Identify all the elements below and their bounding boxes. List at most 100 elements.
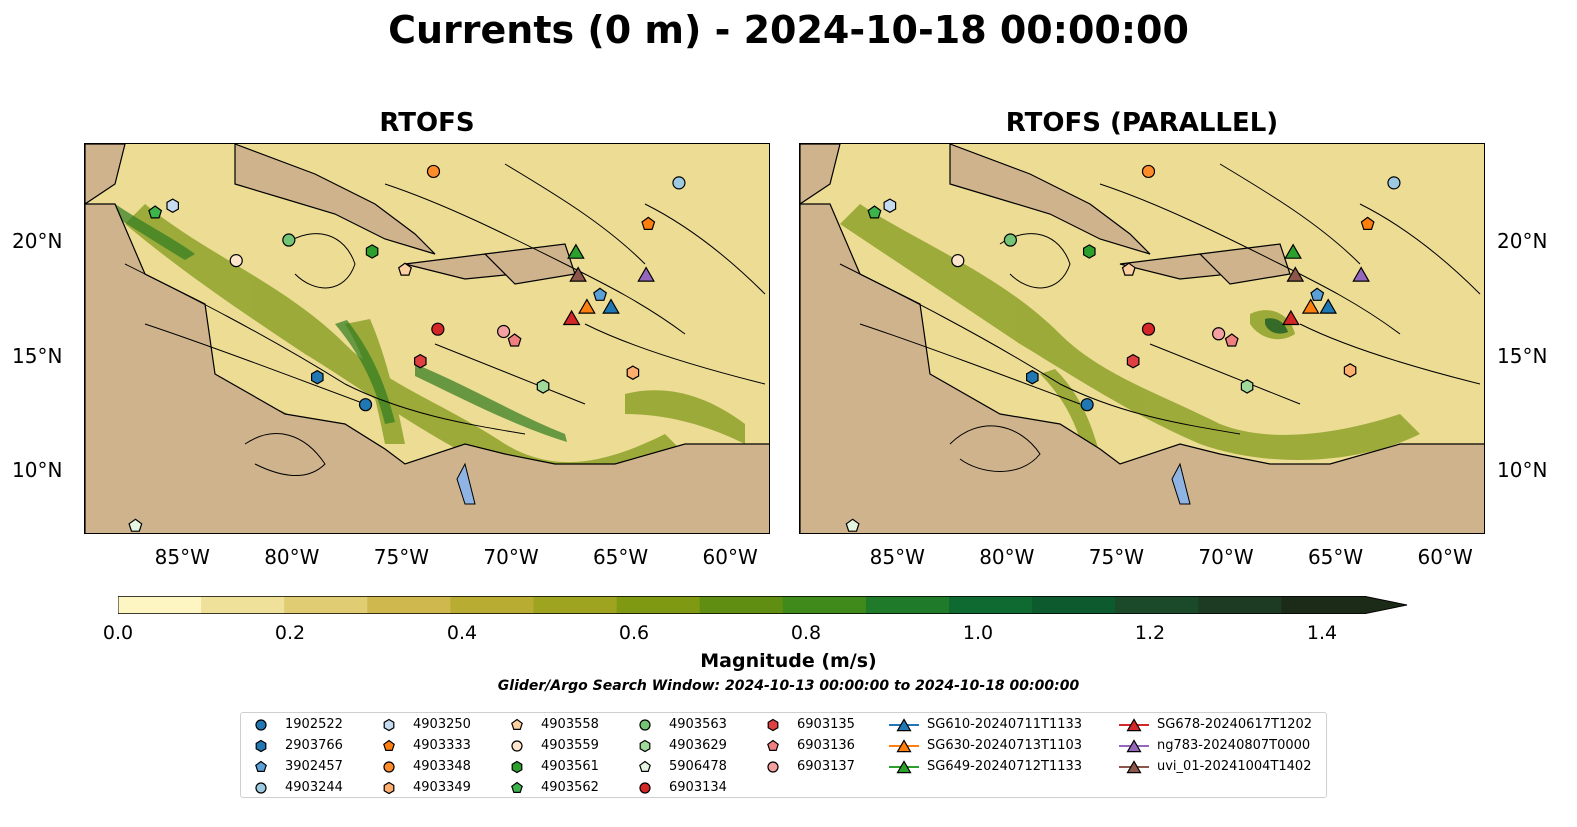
lon-tick-label: 65°W	[1307, 545, 1364, 569]
legend-marker	[767, 739, 779, 751]
platform-marker-4903348[interactable]	[1141, 164, 1156, 179]
legend-marker	[511, 760, 523, 774]
platform-marker-4903244[interactable]	[672, 176, 686, 190]
platform-marker-4903562[interactable]	[148, 205, 163, 219]
platform-marker-5906478[interactable]	[128, 518, 143, 532]
colorbar-segment	[118, 596, 202, 614]
legend-marker	[511, 781, 523, 793]
platform-marker-6903135[interactable]	[414, 353, 427, 369]
legend-marker	[767, 761, 779, 773]
platform-marker-3902457[interactable]	[1310, 287, 1325, 301]
platform-marker-SG649-20240712T1133[interactable]	[567, 243, 585, 259]
legend-marker	[383, 739, 395, 751]
platform-marker-6903135[interactable]	[1126, 353, 1140, 369]
current-strong-core	[111, 204, 567, 442]
platform-marker-6903136[interactable]	[507, 333, 522, 347]
legend-marker	[383, 761, 395, 773]
colorbar-segment	[367, 596, 451, 614]
legend-marker	[1119, 739, 1149, 753]
map-panel-rtofs[interactable]	[84, 143, 770, 534]
platform-marker-SG610-20240711T1133[interactable]	[1319, 298, 1338, 314]
platform-marker-4903563[interactable]	[1003, 233, 1018, 247]
platform-marker-4903250[interactable]	[166, 198, 180, 213]
platform-marker-SG678-20240617T1202[interactable]	[562, 309, 581, 326]
colorbar-segment	[1198, 596, 1282, 614]
legend-marker	[1119, 760, 1149, 774]
streamlines	[839, 163, 1481, 472]
land	[800, 144, 1484, 533]
streamlines	[124, 163, 766, 477]
lon-tick-label: 85°W	[154, 545, 210, 569]
platform-marker-4903244[interactable]	[1387, 176, 1401, 190]
platform-marker-6903134[interactable]	[431, 322, 445, 336]
legend-marker	[383, 718, 395, 732]
platform-marker-ng783-20240807T0000[interactable]	[1352, 266, 1370, 282]
platform-marker-4903250[interactable]	[883, 198, 897, 213]
platform-marker-SG610-20240711T1133[interactable]	[602, 298, 620, 314]
legend-marker	[889, 718, 919, 732]
platform-marker-4903348[interactable]	[426, 164, 441, 179]
platform-marker-4903559[interactable]	[951, 254, 965, 268]
legend-marker	[1119, 718, 1149, 732]
platform-marker-1902522[interactable]	[1080, 398, 1094, 412]
colorbar-segment	[699, 596, 784, 614]
platform-marker-SG630-20240713T1103[interactable]	[578, 298, 596, 314]
platform-marker-4903349[interactable]	[626, 365, 640, 380]
search-window-text: Glider/Argo Search Window: 2024-10-13 00…	[497, 678, 1080, 694]
legend-marker	[767, 718, 779, 732]
platform-marker-4903562[interactable]	[867, 205, 882, 219]
platform-marker-4903558[interactable]	[1121, 262, 1136, 276]
legend-marker	[255, 719, 267, 731]
lon-tick-label: 60°W	[702, 545, 758, 569]
panel-title-rtofs: RTOFS	[379, 108, 475, 138]
lon-tick-label: 75°W	[373, 545, 430, 569]
platform-marker-2903766[interactable]	[311, 369, 324, 385]
legend-marker	[889, 739, 919, 753]
lon-tick-label: 60°W	[1417, 545, 1473, 569]
platform-marker-4903563[interactable]	[282, 233, 296, 247]
colorbar-segment	[284, 596, 368, 614]
platform-marker-4903558[interactable]	[397, 262, 413, 276]
legend-marker	[889, 760, 919, 774]
platform-marker-SG630-20240713T1103[interactable]	[1301, 298, 1320, 314]
platform-marker-6903137[interactable]	[1212, 327, 1226, 341]
colorbar-segment	[450, 596, 534, 614]
lat-tick-label: 15°N	[12, 343, 63, 368]
platform-marker-4903629[interactable]	[536, 379, 550, 394]
legend-marker	[639, 739, 651, 753]
platform-marker-uvi_01-20241004T1402[interactable]	[569, 266, 587, 282]
lat-tick-label: 20°N	[12, 229, 63, 254]
legend-marker	[255, 760, 267, 772]
platform-marker-4903559[interactable]	[229, 254, 243, 268]
platform-marker-uvi_01-20241004T1402[interactable]	[1286, 266, 1305, 282]
lon-tick-label: 70°W	[1198, 545, 1254, 569]
platform-marker-6903137[interactable]	[497, 324, 511, 339]
lon-tick-label: 75°W	[1088, 545, 1145, 569]
colorbar	[118, 596, 1408, 614]
platform-marker-4903561[interactable]	[1083, 244, 1096, 259]
platform-marker-6903134[interactable]	[1141, 322, 1156, 336]
platform-marker-4903333[interactable]	[641, 216, 656, 231]
platform-marker-2903766[interactable]	[1026, 369, 1039, 385]
lon-tick-label: 80°W	[979, 545, 1035, 569]
platform-marker-4903561[interactable]	[365, 244, 379, 259]
lon-tick-label: 80°W	[264, 545, 320, 569]
platform-marker-4903629[interactable]	[1240, 379, 1254, 394]
lat-tick-label: 10°N	[1497, 457, 1548, 482]
platform-marker-SG649-20240712T1133[interactable]	[1284, 243, 1302, 259]
platform-marker-SG678-20240617T1202[interactable]	[1282, 309, 1300, 326]
lon-tick-label: 65°W	[592, 545, 649, 569]
colorbar-tick-label: 0.8	[790, 622, 822, 644]
platform-marker-3902457[interactable]	[593, 287, 608, 301]
platform-marker-6903136[interactable]	[1224, 333, 1239, 347]
map-panel-rtofs-parallel[interactable]	[799, 143, 1485, 534]
platform-marker-4903349[interactable]	[1343, 363, 1357, 378]
colorbar-segment	[949, 596, 1033, 614]
colorbar-segment	[533, 596, 618, 614]
platform-marker-1902522[interactable]	[358, 398, 373, 412]
platform-marker-5906478[interactable]	[845, 518, 860, 532]
legend-marker	[511, 740, 523, 752]
platform-marker-ng783-20240807T0000[interactable]	[637, 266, 655, 282]
colorbar-segment	[616, 596, 701, 614]
platform-marker-4903333[interactable]	[1360, 216, 1375, 231]
